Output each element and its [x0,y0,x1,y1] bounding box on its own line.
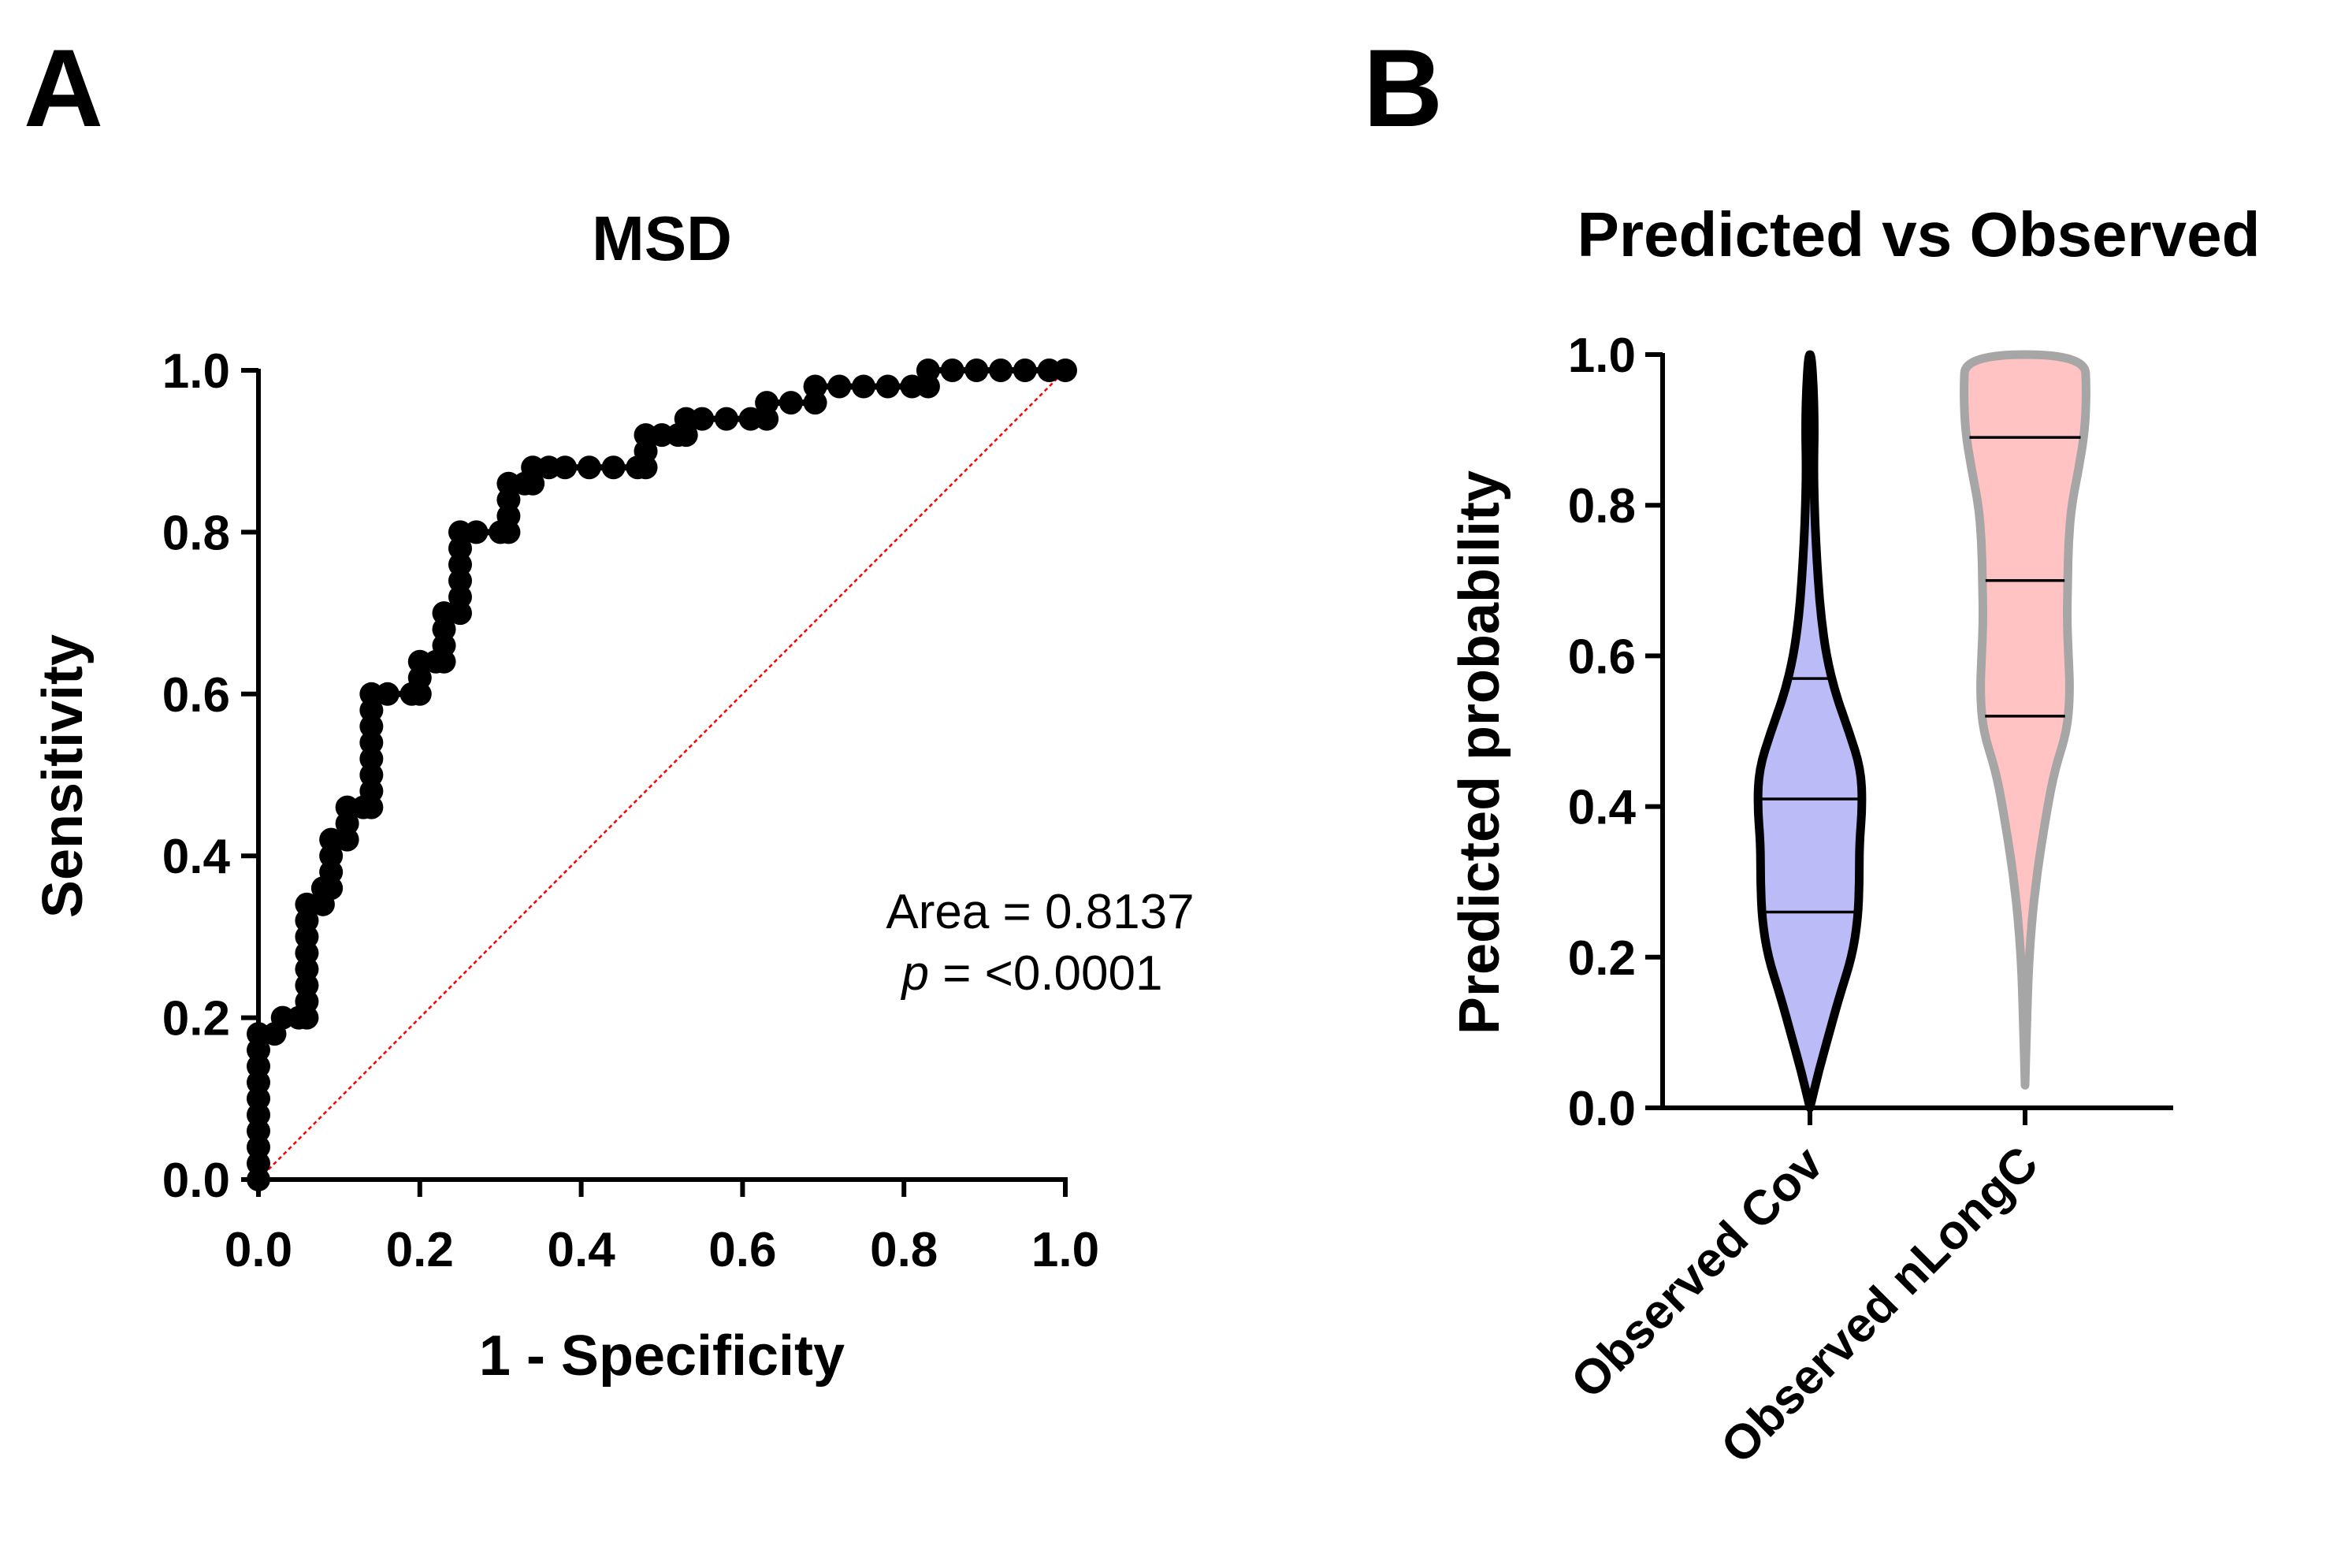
roc-title: MSD [592,203,732,273]
p-value-annotation: p = <0.0001 [901,946,1163,1001]
roc-y-axis-label: Sensitivity [32,634,95,918]
violin-y-tick-label: 0.8 [1568,479,1636,533]
violins [1753,350,2090,1113]
roc-point [803,374,827,399]
roc-point [359,746,384,771]
p-symbol: p [901,946,929,1001]
roc-x-tick-label: 0.8 [870,1223,938,1277]
roc-point [496,520,521,544]
roc-y-tick-label: 0.0 [162,1154,230,1208]
roc-point [295,908,319,933]
roc-point [448,552,472,577]
roc-point [295,1005,319,1030]
roc-point [432,617,456,641]
roc-x-tick-label: 0.4 [547,1223,615,1277]
roc-x-axis-label: 1 - Specificity [479,1325,845,1388]
roc-point [448,601,472,626]
roc-point [295,924,319,949]
roc-points [247,359,1077,1191]
violin-y-ticks: 0.0 0.2 0.4 0.6 0.8 1.0 [1568,329,1663,1136]
roc-point [359,714,384,738]
roc-y-ticks: 0.0 0.2 0.4 0.6 0.8 1.0 [162,344,258,1208]
panel-letter-b: B [1363,26,1443,150]
roc-x-tick-label: 1.0 [1031,1223,1099,1277]
violin-body [1753,350,1867,1113]
violin-title: Predicted vs Observed [1577,199,2260,269]
roc-y-tick-label: 1.0 [162,344,230,399]
roc-y-tick-label: 0.8 [162,506,230,560]
violin-y-tick-label: 1.0 [1568,329,1636,383]
roc-point [1013,359,1037,382]
violin-y-tick-label: 0.4 [1568,781,1637,835]
roc-point [989,359,1013,382]
roc-point [521,471,545,496]
roc-point [359,779,384,804]
roc-point [714,407,738,431]
roc-point [448,536,472,560]
roc-point [464,520,489,544]
roc-point [432,634,456,658]
roc-point [319,844,344,868]
roc-point [432,649,456,674]
roc-point [375,682,399,706]
panel-letter-a: A [24,26,103,150]
roc-point [295,990,319,1014]
roc-point [634,455,658,480]
roc-y-tick-label: 0.4 [162,830,231,884]
roc-point [577,455,601,480]
roc-point [690,407,715,431]
roc-point [916,359,940,382]
roc-point [335,812,359,836]
roc-point [803,391,827,415]
roc-point [496,503,521,528]
roc-point [319,860,344,884]
roc-point [295,957,319,981]
roc-point [359,730,384,755]
panel-a: A MSD 0.0 0.2 0.4 0.6 0.8 1.0 0.0 0.2 0.4 0.6 0.8… [24,26,1195,1388]
roc-x-tick-label: 0.2 [386,1223,454,1277]
roc-point [448,585,472,609]
auc-annotation: Area = 0.8137 [886,885,1194,939]
roc-point [634,439,658,463]
roc-point [964,359,989,382]
roc-point [295,941,319,965]
roc-point [335,827,359,852]
roc-x-ticks: 0.0 0.2 0.4 0.6 0.8 1.0 [225,1180,1099,1277]
roc-point [319,876,344,901]
roc-point [407,682,432,706]
roc-point [407,666,432,690]
violin-body [1960,350,2090,1090]
roc-point [359,795,384,819]
roc-point [448,569,472,593]
p-value-text: = <0.0001 [929,946,1163,1001]
roc-point [916,374,940,399]
roc-x-tick-label: 0.6 [708,1223,776,1277]
roc-point [553,455,578,480]
roc-point [827,374,852,399]
roc-point [852,374,875,399]
roc-point [674,423,698,448]
roc-reference-line [258,370,1066,1180]
roc-point [779,391,803,415]
violin-y-tick-label: 0.2 [1568,931,1636,986]
roc-y-tick-label: 0.2 [162,992,230,1046]
roc-point [875,374,900,399]
roc-point [755,391,779,415]
roc-point [755,407,779,431]
roc-point [359,698,384,723]
roc-y-tick-label: 0.6 [162,668,230,723]
violin-y-tick-label: 0.0 [1568,1082,1636,1136]
roc-point [496,488,521,512]
roc-point [359,763,384,787]
roc-point [940,359,964,382]
roc-x-tick-label: 0.0 [225,1223,292,1277]
roc-point [1054,359,1077,382]
panel-b: B Predicted vs Observed 0.0 0.2 0.4 0.6 0.8 1… [1363,26,2261,1474]
roc-point [601,455,626,480]
violin-y-axis-label: Predicted probability [1448,470,1511,1035]
roc-point [295,973,319,998]
violin-y-tick-label: 0.6 [1568,630,1636,684]
